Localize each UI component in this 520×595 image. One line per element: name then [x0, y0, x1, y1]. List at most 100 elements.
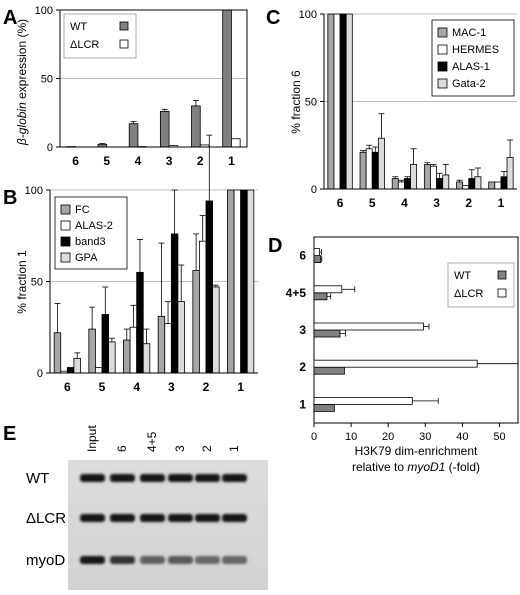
bar [313, 359, 478, 368]
bar [313, 248, 320, 257]
panel-a: A 0 50 100 6 5 4 3 2 1 WT ΔLCR β-globin expression (… [3, 5, 248, 168]
legend-label: Gata-2 [452, 78, 486, 90]
bar [442, 174, 450, 190]
bar [468, 178, 476, 190]
gel-band [222, 474, 247, 482]
bar [199, 240, 207, 374]
legend-box [63, 13, 137, 59]
lane-label: 1 [227, 445, 241, 452]
legend-swatch [437, 44, 448, 55]
panel-letter: A [3, 7, 17, 29]
gel-band [110, 474, 135, 482]
legend-label: GPA [75, 252, 98, 264]
bar [101, 314, 109, 374]
x-axis-label-line1: H3K79 dim-enrichment [355, 444, 478, 458]
legend-swatch [119, 21, 129, 31]
x-tick-label: 50 [493, 431, 505, 443]
y-tick-label: 100 [25, 185, 43, 197]
lane-label: 2 [200, 445, 214, 452]
gel-band [222, 514, 247, 522]
bar [313, 285, 343, 294]
bar [345, 13, 353, 190]
x-tick-label: 3 [168, 380, 175, 394]
bar [410, 164, 418, 190]
x-tick-label: 10 [345, 431, 357, 443]
legend-label: WT [70, 21, 87, 33]
panel-letter: E [3, 423, 16, 445]
legend-label: MAC-1 [452, 27, 486, 39]
bar [177, 301, 185, 374]
bar [88, 328, 96, 374]
x-tick-label: 6 [337, 196, 344, 210]
x-tick-label: 2 [197, 154, 204, 168]
y-axis-label: β-globin expression (%) [15, 19, 29, 146]
legend-label: ΔLCR [70, 39, 99, 51]
y-tick-label: 50 [305, 97, 317, 109]
bar [423, 164, 431, 190]
bar [191, 105, 201, 148]
legend-swatch [60, 220, 71, 231]
bar [313, 322, 424, 331]
bar [157, 315, 166, 374]
bar [212, 286, 220, 374]
bar [227, 189, 235, 374]
bar [474, 176, 482, 190]
bar [170, 233, 179, 374]
x-tick-label: 0 [311, 431, 317, 443]
bar [123, 339, 131, 374]
bar [129, 326, 138, 374]
legend-swatch [437, 61, 448, 72]
bar [333, 13, 341, 190]
legend-label: ALAS-2 [75, 220, 113, 232]
bar [142, 343, 151, 374]
bar [222, 9, 232, 148]
panel-letter: D [268, 235, 282, 257]
x-axis-label-part: relative to [352, 460, 407, 474]
legend-label: FC [75, 204, 90, 216]
bar [500, 176, 508, 190]
legend-swatch [60, 252, 71, 263]
lane-label: Input [85, 425, 99, 452]
bar [339, 13, 347, 190]
bar [430, 165, 437, 190]
y-tick-label: 0 [47, 142, 53, 154]
y-tick-label: 4+5 [286, 286, 307, 300]
x-axis-label-part: myoD1 [407, 460, 445, 474]
legend-swatch [497, 288, 507, 298]
plot-frame [59, 9, 248, 148]
bar [205, 200, 213, 374]
bar [53, 332, 62, 374]
x-tick-label: 2 [465, 196, 472, 210]
gel-band [195, 474, 220, 482]
y-tick-label: 2 [299, 360, 306, 374]
y-tick-label: 0 [37, 368, 43, 380]
bar [494, 181, 502, 190]
legend-label: WT [454, 270, 471, 282]
lane-label: 3 [173, 445, 187, 452]
legend-label: ALAS-1 [452, 61, 490, 73]
panel-d: D 0 10 20 30 40 50 6 4+5 3 2 1 WT ΔLCR H3K79 dim-enric… [268, 235, 519, 474]
y-axis-label: % fraction 1 [15, 250, 29, 314]
x-axis-label-part: (-fold) [445, 460, 480, 474]
bar [246, 189, 255, 374]
bar [66, 367, 75, 374]
x-tick-label: 6 [64, 380, 71, 394]
y-tick-label: 1 [299, 397, 306, 411]
y-axis-label: % fraction 6 [289, 70, 303, 134]
bar [159, 110, 170, 148]
x-tick-label: 1 [228, 154, 235, 168]
bar [313, 366, 345, 375]
legend-swatch [437, 78, 448, 89]
bar [313, 396, 413, 405]
gel-band [140, 474, 165, 482]
x-tick-label: 4 [133, 380, 140, 394]
y-tick-label: 6 [299, 249, 306, 263]
bar [233, 189, 242, 374]
gel-band [195, 556, 220, 564]
y-tick-label: 50 [41, 74, 53, 86]
gel-row-label: myoD [26, 552, 65, 569]
bar [231, 138, 241, 148]
gel-row-label: WT [26, 470, 49, 487]
